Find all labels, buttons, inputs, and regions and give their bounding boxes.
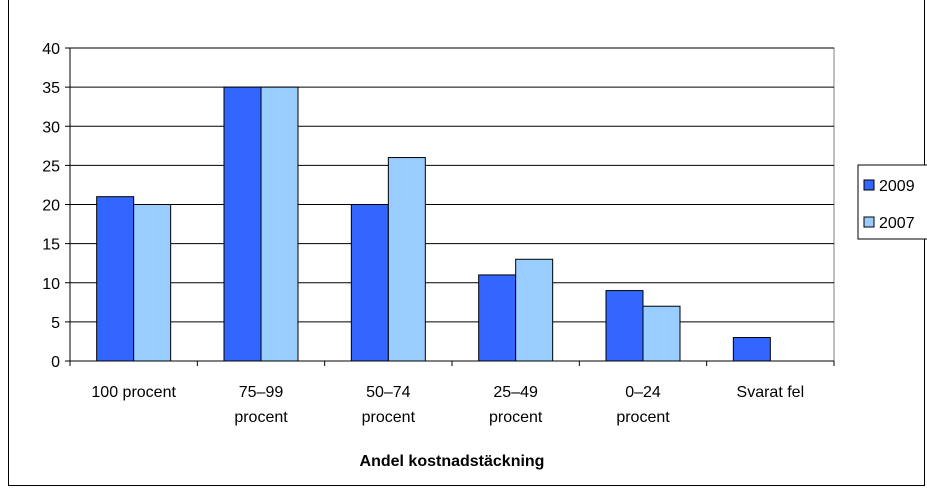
bar-2009-0 [96,196,135,362]
x-tick-label: Svarat fel [737,384,805,401]
bar-2009-1 [223,86,262,362]
bar-2009-5 [732,337,771,362]
x-tick-label: procent [489,409,543,426]
legend: 2009 2007 [857,164,927,240]
bar-2007-1 [260,86,299,362]
bar-2007-4 [642,305,681,362]
x-tick-label: procent [234,409,288,426]
x-tick-label: procent [616,409,670,426]
x-tick-label: 100 procent [91,384,176,401]
x-axis-title: Andel kostnadstäckning [360,453,545,470]
legend-swatch-2009 [863,179,875,191]
legend-label-2009: 2009 [879,178,915,195]
bar-2007-0 [133,204,172,362]
bar-2007-2 [387,157,426,362]
bar-2009-3 [478,274,517,362]
y-axis-ticks: 0 5 10 15 20 25 30 35 40 [42,41,70,371]
x-tick-label: 75–99 [239,384,284,401]
x-tick-label: procent [362,409,416,426]
bar-2007-3 [515,258,554,362]
y-tick-label: 25 [42,158,60,175]
legend-swatch-2007 [863,216,875,228]
x-tick-label: 25–49 [493,384,538,401]
bars [96,86,771,362]
bar-2009-2 [350,204,389,362]
legend-box [857,164,927,240]
x-tick-label: 50–74 [366,384,411,401]
x-tick-label: 0–24 [625,384,661,401]
grid-lines [70,47,834,323]
y-tick-label: 30 [42,119,60,136]
bar-2009-4 [605,290,644,362]
y-tick-label: 20 [42,198,60,215]
y-tick-label: 35 [42,80,60,97]
y-tick-label: 5 [51,315,60,332]
y-tick-label: 0 [51,354,60,371]
x-axis-ticks: 100 procent 75–99 procent 50–74 procent 25–49… [69,361,835,426]
y-tick-label: 40 [42,41,60,58]
legend-label-2007: 2007 [879,215,915,232]
y-tick-label: 15 [42,237,60,254]
y-tick-label: 10 [42,276,60,293]
